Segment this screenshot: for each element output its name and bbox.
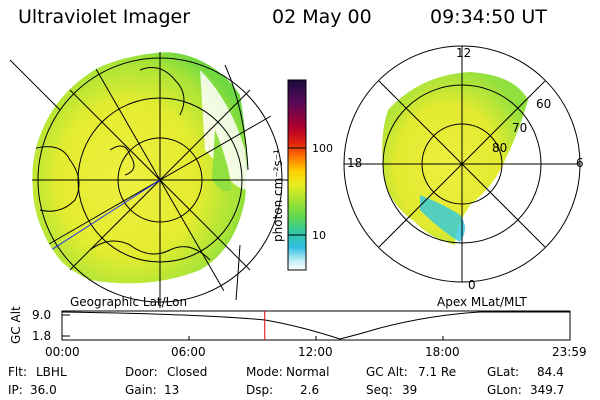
instrument-title: Ultraviolet Imager — [18, 6, 191, 28]
filter-value: LBHL — [36, 365, 67, 379]
coastline — [89, 240, 211, 261]
gain-label: Gain: — [125, 383, 157, 397]
dsp-value: 2.6 — [300, 383, 320, 397]
gain-value: 13 — [164, 383, 180, 397]
limb-line — [224, 64, 249, 171]
colorbar-label-10: 10 — [312, 229, 326, 242]
color-scale-bar — [287, 79, 307, 271]
polar-grid — [343, 45, 581, 283]
gcalt-label: GC Alt: — [366, 365, 408, 379]
lat-label-70: 70 — [512, 121, 528, 135]
mlt-label-6: 6 — [576, 156, 584, 170]
altitude-ytick-low: 1.8 — [32, 329, 52, 343]
geo-green-patch — [212, 130, 232, 192]
geo-dayside-gap — [200, 70, 248, 190]
mode-value: Normal — [286, 365, 330, 379]
xtick-label: 23:59 — [552, 345, 587, 359]
seq-label: Seq: — [366, 383, 393, 397]
lat-label-80: 80 — [492, 141, 508, 155]
altitude-ytick-high: 9.0 — [32, 308, 52, 322]
coastline — [139, 67, 185, 116]
dsp-label: Dsp: — [246, 383, 274, 397]
glat-value: 84.4 — [537, 365, 564, 379]
polar-map-caption: Apex MLat/MLT — [437, 295, 527, 309]
time-label: 09:34:50 UT — [430, 6, 547, 28]
xtick-label: 18:00 — [425, 345, 460, 359]
geo-map-caption: Geographic Lat/Lon — [70, 295, 188, 309]
xtick-label: 00:00 — [45, 345, 80, 359]
altitude-plot-frame — [61, 310, 571, 341]
date-label: 02 May 00 — [272, 6, 372, 28]
colorbar-unit-label: photon cm⁻²s⁻¹ — [271, 149, 285, 242]
glat-label: GLat: — [487, 365, 520, 379]
seq-value: 39 — [402, 383, 418, 397]
geo-emission-region — [32, 52, 247, 284]
polar-emission-region — [382, 72, 528, 245]
mode-label: Mode: — [246, 365, 283, 379]
x-ticks — [61, 336, 571, 340]
lat-label-60: 60 — [536, 97, 552, 111]
filter-label: Flt: — [8, 365, 27, 379]
polar-cyan-patch — [420, 195, 465, 242]
mlt-label-12: 12 — [456, 46, 472, 60]
door-value: Closed — [167, 365, 208, 379]
altitude-ylabel: GC Alt — [9, 306, 23, 344]
xtick-label: 06:00 — [171, 345, 206, 359]
gcalt-value: 7.1 Re — [418, 365, 457, 379]
door-label: Door: — [125, 365, 158, 379]
altitude-curve — [61, 311, 570, 340]
xtick-label: 12:00 — [298, 345, 333, 359]
limb-line — [9, 59, 61, 111]
ip-value: 36.0 — [30, 383, 57, 397]
ip-label: IP: — [8, 383, 23, 397]
mlt-label-0: 0 — [468, 278, 476, 292]
limb-line — [235, 244, 241, 301]
glon-label: GLon: — [487, 383, 522, 397]
coastline — [109, 145, 135, 176]
glon-value: 349.7 — [530, 383, 565, 397]
mlt-label-18: 18 — [347, 156, 363, 170]
colorbar-label-100: 100 — [312, 142, 333, 155]
